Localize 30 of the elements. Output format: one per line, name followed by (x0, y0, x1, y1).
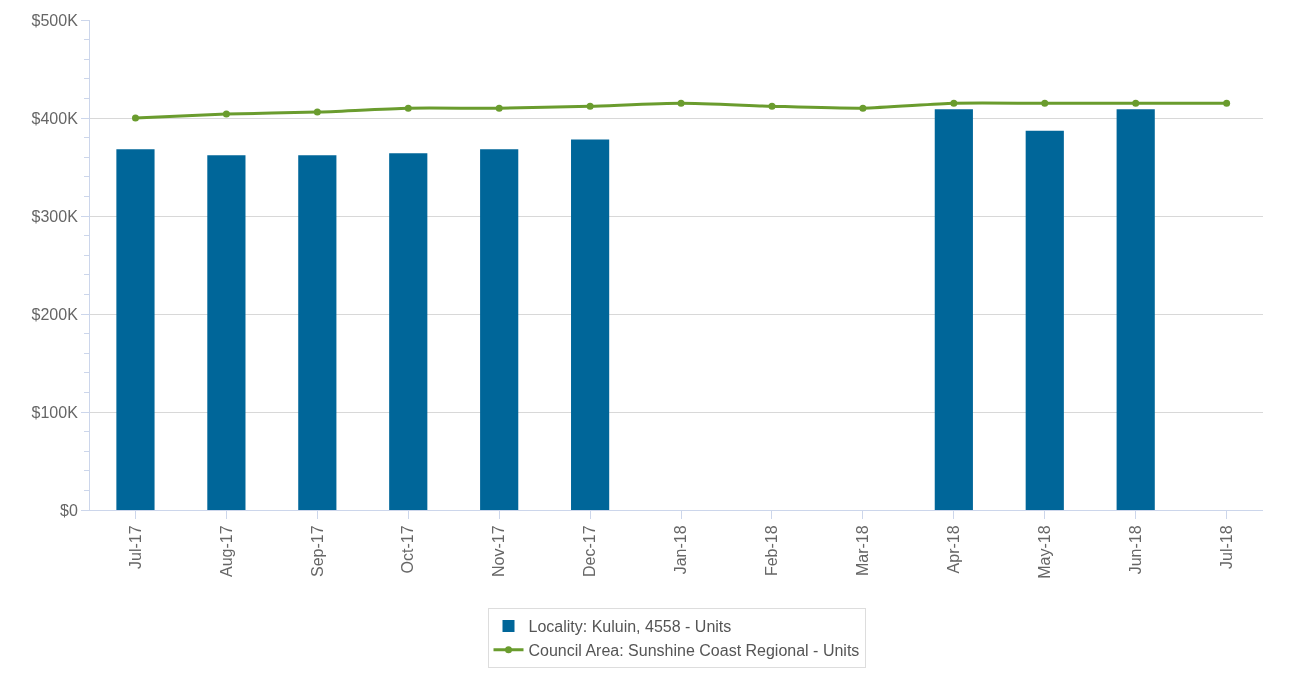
y-tick-label: $500K (31, 11, 79, 29)
legend-label: Locality: Kuluin, 4558 - Units (528, 618, 732, 636)
y-tick-label: $100K (31, 403, 79, 421)
bar (571, 139, 610, 510)
bar (116, 149, 155, 510)
y-tick-label: $0 (60, 501, 78, 519)
bar (934, 109, 973, 510)
x-tick-label: Mar-18 (854, 525, 872, 577)
bar (298, 155, 337, 510)
x-tick-label: Jun-18 (1126, 525, 1144, 575)
bar (1116, 109, 1155, 510)
bar (389, 153, 428, 510)
y-tick-label: $400K (31, 109, 79, 127)
x-tick-label: Dec-17 (581, 525, 599, 577)
x-tick-label: Jul-17 (126, 525, 144, 569)
x-tick-label: Sep-17 (308, 525, 326, 577)
x-tick-label: Aug-17 (217, 525, 235, 577)
x-tick-label: Apr-18 (945, 525, 963, 574)
y-tick-label: $200K (31, 305, 79, 323)
x-tick-label: Feb-18 (763, 525, 781, 577)
y-tick-label: $300K (31, 207, 79, 225)
x-tick-label: Jul-18 (1217, 525, 1235, 569)
x-tick-label: May-18 (1035, 525, 1053, 579)
legend-label: Council Area: Sunshine Coast Regional - Units (528, 641, 860, 659)
x-tick-label: Nov-17 (490, 525, 508, 577)
x-tick-label: Oct-17 (399, 525, 417, 574)
bar (1025, 130, 1064, 510)
bar (207, 155, 246, 510)
bar (480, 149, 519, 510)
x-tick-label: Jan-18 (672, 525, 690, 575)
